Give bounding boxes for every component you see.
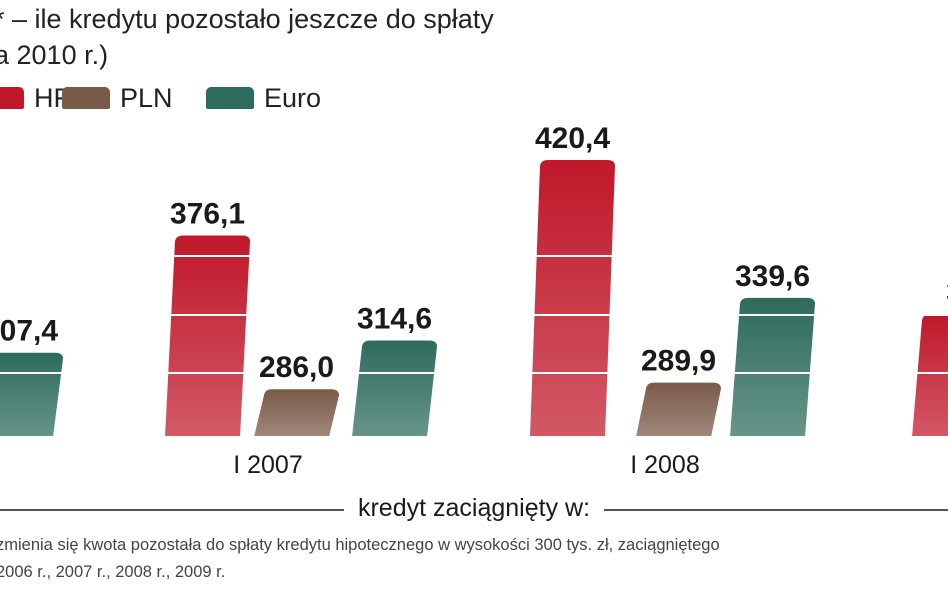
footnote-line-2: 2006 r., 2007 r., 2008 r., 2009 r.	[0, 563, 226, 581]
legend-item-pln: PLN	[62, 82, 173, 114]
chart-title-line-1: * – ile kredytu pozostało jeszcze do spł…	[0, 4, 494, 34]
x-tick-label-I-2007: I 2007	[233, 451, 303, 479]
bar-euro-I-2008	[730, 297, 815, 437]
value-label-euro-I-2006: 307,4	[0, 315, 58, 348]
legend-item-euro: Euro	[206, 82, 321, 114]
value-label-pln-I-2007: 286,0	[259, 351, 334, 384]
axis-layer: I 2007 I 2008	[0, 436, 948, 511]
x-tick-label-I-2008: I 2008	[630, 451, 700, 479]
bar-chf2-I-2009	[912, 314, 948, 437]
value-label-chf-I-2008: 420,4	[535, 122, 610, 155]
gridlines-layer	[0, 255, 948, 374]
bars-layer	[0, 160, 948, 437]
legend-label-pln: PLN	[120, 82, 173, 113]
bar-chf-I-2008	[530, 160, 615, 437]
chart-title-line-2: a 2010 r.)	[0, 40, 109, 70]
bar-euro-I-2007	[352, 340, 437, 437]
value-labels-layer: 376,1 420,4 286,0 289,9 307,4 314,6 339,6 3	[0, 122, 948, 384]
bar-chf-I-2007	[165, 235, 250, 437]
legend-label-euro: Euro	[264, 82, 322, 113]
bar-euro-I-2006	[0, 352, 63, 437]
value-label-chf-I-2007: 376,1	[170, 198, 245, 231]
value-label-pln-I-2008: 289,9	[641, 345, 716, 378]
bar-pln-I-2008	[636, 382, 721, 437]
legend-swatch-euro	[206, 87, 254, 109]
x-axis-title: kredyt zaciągnięty w:	[343, 494, 605, 522]
legend-swatch-chf	[0, 87, 24, 109]
value-label-euro-I-2008: 339,6	[735, 260, 810, 293]
value-label-euro-I-2007: 314,6	[357, 302, 432, 335]
legend-swatch-pln	[62, 87, 110, 109]
bar-pln-I-2007	[254, 389, 339, 437]
x-axis-title-wrap: kredyt zaciągnięty w:	[0, 494, 948, 523]
footnote-line-1: zmienia się kwota pozostała do spłaty kr…	[0, 536, 720, 554]
value-label-chf2-I-2009: 3	[946, 276, 948, 309]
